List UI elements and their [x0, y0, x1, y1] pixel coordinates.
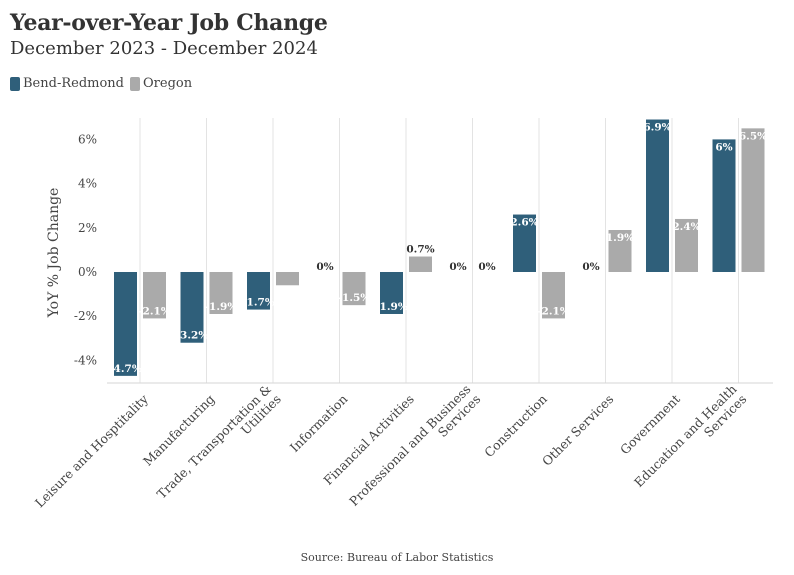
- legend-label-bend-redmond: Bend-Redmond: [23, 76, 124, 91]
- data-label: 6.5%: [739, 130, 767, 142]
- bar-bend-redmond: [513, 214, 536, 272]
- data-label: 0%: [478, 261, 495, 273]
- data-label: 1.9%: [606, 232, 634, 244]
- data-label: -2.1%: [537, 305, 570, 317]
- data-label: 6%: [715, 141, 732, 153]
- y-tick-label: 0%: [78, 265, 97, 279]
- bar-oregon: [143, 272, 166, 319]
- legend-swatch-oregon: [130, 76, 140, 91]
- x-tick-label-group-6: Construction: [481, 391, 550, 460]
- data-label: 2.6%: [510, 217, 538, 229]
- x-tick-label-group-2: Trade, Transportation &Utilities: [154, 381, 284, 501]
- bar-bend-redmond: [380, 272, 403, 314]
- x-tick-label: Other Services: [539, 391, 616, 468]
- bar-chart: -4% -2% 0% 2% 4% 6% YoY % Job Change -4.7% -3.2%…: [32, 118, 773, 511]
- data-label: 0%: [316, 261, 333, 273]
- bar-oregon: [276, 272, 299, 286]
- data-label: -2.1%: [138, 305, 171, 317]
- chart-subtitle: December 2023 - December 2024: [10, 38, 318, 59]
- data-label: -3.2%: [176, 330, 209, 342]
- y-tick-label: 2%: [78, 221, 97, 235]
- legend-label-oregon: Oregon: [143, 76, 193, 91]
- x-tick-label: Information: [287, 391, 351, 455]
- bar-bend-redmond: [646, 119, 669, 272]
- y-axis-title: YoY % Job Change: [46, 188, 62, 319]
- bar-bend-redmond: [247, 272, 270, 310]
- bar-oregon: [409, 256, 432, 272]
- x-tick-label-group-7: Other Services: [539, 391, 616, 468]
- chart-title: Year-over-Year Job Change: [10, 10, 328, 36]
- bar-bend-redmond: [180, 272, 204, 343]
- data-label: -4.7%: [109, 363, 142, 375]
- bar-oregon: [209, 272, 233, 314]
- data-label: 0%: [449, 261, 466, 273]
- bar-bend-redmond: [712, 139, 736, 272]
- y-tick-label: -4%: [74, 353, 97, 367]
- legend-swatch-bend-redmond: [10, 76, 20, 91]
- bar-oregon: [542, 272, 565, 319]
- data-label: 0.7%: [406, 244, 434, 256]
- legend: Bend-Redmond Oregon: [10, 76, 198, 91]
- data-label: 6.9%: [643, 122, 671, 134]
- bar-oregon: [608, 230, 632, 272]
- y-tick-label: 4%: [78, 177, 97, 191]
- data-label: -1.5%: [338, 292, 371, 304]
- data-label: 2.4%: [672, 221, 700, 233]
- data-label: 0%: [582, 261, 599, 273]
- legend-item-bend-redmond[interactable]: Bend-Redmond: [10, 76, 124, 91]
- x-tick-label: Leisure and Hosptitality: [32, 391, 152, 511]
- y-tick-label: -2%: [74, 309, 97, 323]
- x-tick-label-group-0: Leisure and Hosptitality: [32, 391, 152, 511]
- bar-bend-redmond: [114, 272, 137, 376]
- data-label: -1.9%: [205, 301, 238, 313]
- data-label: -1.7%: [242, 297, 275, 309]
- bar-oregon: [675, 218, 698, 272]
- bar-oregon: [342, 272, 366, 306]
- y-tick-label: 6%: [78, 132, 97, 146]
- x-tick-label: Construction: [481, 391, 550, 460]
- x-tick-label-group-3: Information: [287, 391, 351, 455]
- legend-item-oregon[interactable]: Oregon: [130, 76, 192, 91]
- source-note: Source: Bureau of Labor Statistics: [300, 551, 494, 564]
- data-label: -1.9%: [375, 301, 408, 313]
- bar-oregon: [741, 128, 765, 272]
